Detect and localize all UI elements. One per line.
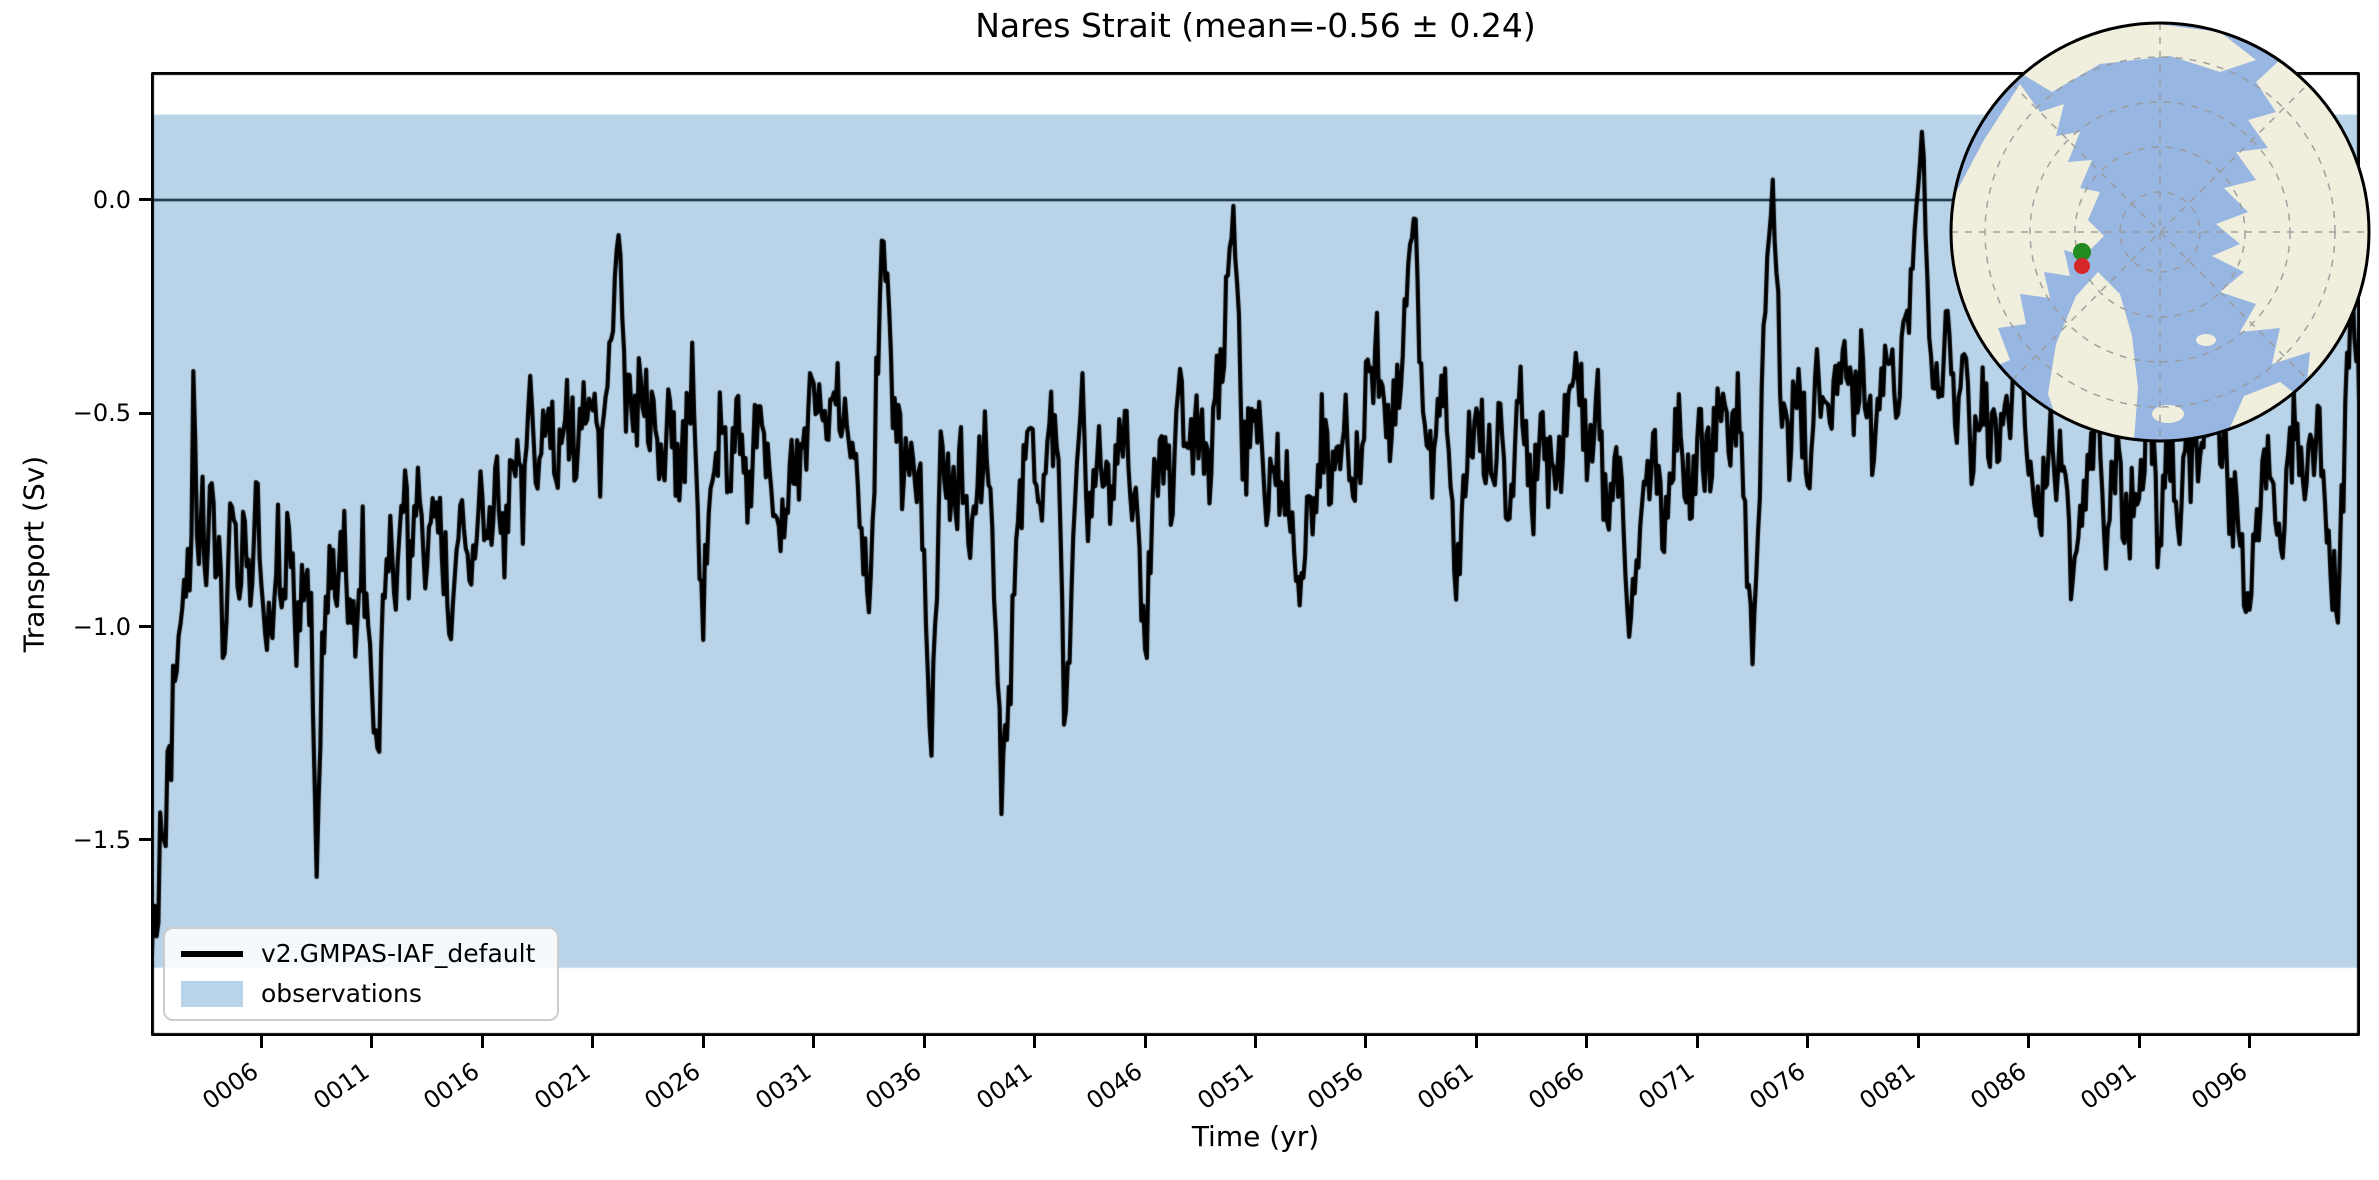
x-tick [1033, 1036, 1037, 1048]
y-tick [139, 198, 151, 202]
x-tick [1916, 1036, 1920, 1048]
x-tick [2027, 1036, 2031, 1048]
x-tick [370, 1036, 374, 1048]
legend-entry-observations: observations [181, 979, 535, 1009]
strait-marker-red [2074, 258, 2090, 274]
x-tick [812, 1036, 816, 1048]
land-svalbard [2196, 334, 2216, 346]
x-tick [2137, 1036, 2141, 1048]
x-tick [259, 1036, 263, 1048]
x-axis-label: Time (yr) [1191, 1120, 1320, 1153]
y-tick-label: −1.5 [72, 825, 131, 854]
y-tick [139, 411, 151, 415]
y-tick [139, 625, 151, 628]
chart-title: Nares Strait (mean=-0.56 ± 0.24) [975, 6, 1536, 45]
x-tick [1143, 1036, 1147, 1048]
x-tick [1585, 1036, 1589, 1048]
inset-map [1949, 21, 2371, 443]
x-tick [1474, 1036, 1478, 1048]
y-tick-label: −0.5 [72, 399, 131, 428]
map-graticule [1951, 23, 2369, 441]
x-tick [1254, 1036, 1257, 1048]
land-north-america [1951, 84, 2104, 372]
x-tick [591, 1036, 595, 1048]
legend-entry-model: v2.GMPAS-IAF_default [181, 939, 535, 969]
strait-marker-green [2073, 243, 2091, 261]
legend-patch-swatch [181, 981, 243, 1007]
land-iceland [2152, 405, 2184, 423]
x-tick [1695, 1036, 1699, 1048]
land-greenland [2048, 272, 2138, 441]
x-tick [480, 1036, 484, 1048]
map-border-circle [1949, 21, 2371, 443]
legend-line-swatch [181, 951, 243, 957]
legend-entry-model-label: v2.GMPAS-IAF_default [261, 939, 536, 968]
y-tick [139, 838, 151, 842]
x-tick [2248, 1036, 2252, 1048]
x-tick [922, 1036, 926, 1048]
x-tick [1806, 1036, 1810, 1048]
y-tick-label: 0.0 [92, 185, 131, 214]
legend: v2.GMPAS-IAF_default observations [163, 927, 560, 1021]
x-tick [1364, 1036, 1368, 1048]
x-tick [701, 1036, 705, 1048]
land-siberia [2212, 60, 2369, 392]
y-tick-label: −1.0 [72, 612, 131, 641]
legend-entry-observations-label: observations [261, 979, 422, 1008]
